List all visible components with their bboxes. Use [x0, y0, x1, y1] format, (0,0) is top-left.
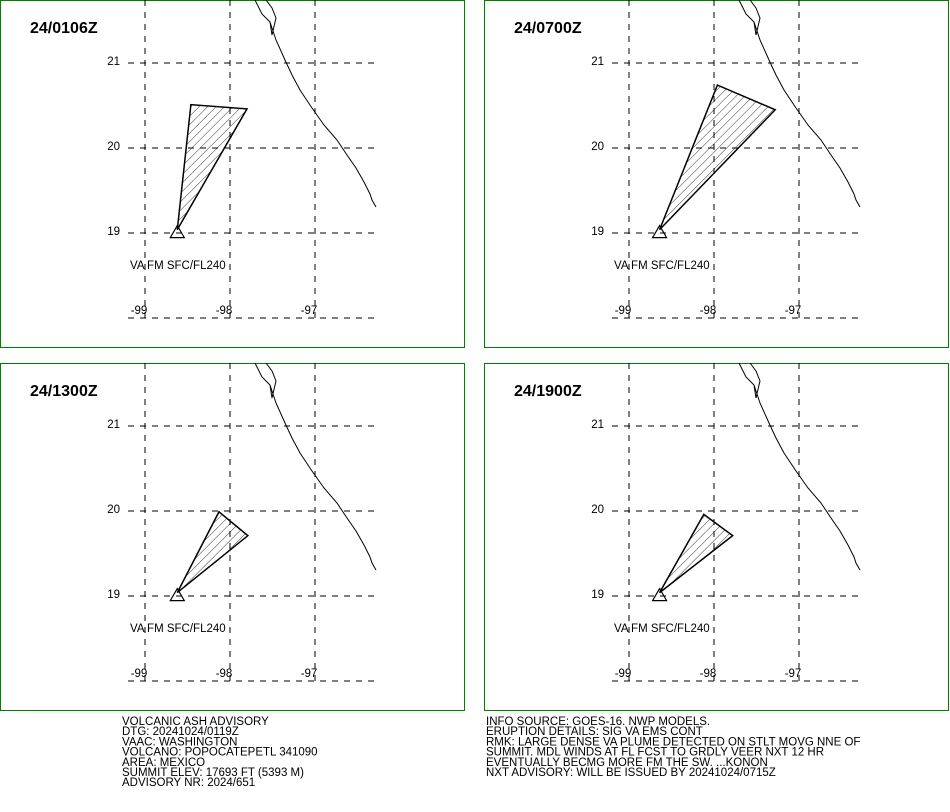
lon-label: -97	[785, 668, 802, 680]
lon-label: -97	[301, 668, 318, 680]
ash-plume	[176, 103, 249, 230]
lat-label: 21	[107, 419, 120, 431]
ash-plume	[658, 513, 734, 594]
advisory-line: VAAC: WASHINGTON	[122, 736, 237, 748]
panel-time: 24/0700Z	[514, 20, 582, 37]
lat-label: 21	[591, 419, 604, 431]
lat-label: 20	[107, 141, 120, 153]
volcano-symbol	[169, 587, 186, 602]
map-panel: 21 20 19 -99 -98 -97 24/0700Z VA FM SFC/FL240	[484, 0, 949, 348]
advisory-line: VOLCANO: POPOCATEPETL 341090	[122, 747, 318, 759]
volcano-symbol	[651, 224, 668, 239]
lon-label: -99	[131, 305, 148, 317]
volcano-symbol	[651, 587, 668, 602]
panel-frame	[484, 0, 949, 348]
lon-label: -98	[216, 305, 233, 317]
panel-time: 24/1300Z	[30, 383, 98, 400]
ash-label: VA FM SFC/FL240	[614, 623, 710, 635]
ash-label: VA FM SFC/FL240	[130, 623, 226, 635]
ash-plume	[658, 84, 777, 231]
lon-label: -98	[216, 668, 233, 680]
volcano-symbol	[169, 224, 186, 239]
advisory-line: DTG: 20241024/0119Z	[122, 726, 239, 738]
advisory-line: VOLCANIC ASH ADVISORY	[122, 716, 269, 728]
advisory-line: RMK: LARGE DENSE VA PLUME DETECTED ON ST…	[486, 736, 860, 748]
map-panel: 21 20 19 -99 -98 -97 24/0106Z VA FM SFC/FL240	[0, 0, 465, 348]
lat-label: 21	[107, 56, 120, 68]
lon-label: -99	[615, 668, 632, 680]
advisory-line: ERUPTION DETAILS: SIG VA EMS CONT	[486, 726, 703, 738]
lat-label: 20	[591, 504, 604, 516]
lat-label: 20	[107, 504, 120, 516]
lon-label: -97	[785, 305, 802, 317]
panel-time: 24/1900Z	[514, 383, 582, 400]
lat-label: 19	[591, 226, 604, 238]
map-panel: 21 20 19 -99 -98 -97 24/1300Z VA FM SFC/FL240	[0, 362, 465, 711]
advisory-line: AREA: MEXICO	[122, 757, 205, 769]
advisory-line: EVENTUALLY BECMG MORE FM THE SW. ...KONO…	[486, 757, 768, 769]
panel-frame	[0, 0, 465, 348]
lat-label: 21	[591, 56, 604, 68]
lon-label: -98	[700, 668, 717, 680]
ash-plume	[176, 510, 250, 594]
advisory-line: SUMMIT. MDL WINDS AT FL FCST TO GRDLY VE…	[486, 747, 824, 759]
ash-label: VA FM SFC/FL240	[614, 260, 710, 272]
lon-label: -97	[301, 305, 318, 317]
advisory-line: INFO SOURCE: GOES-16. NWP MODELS.	[486, 716, 710, 728]
map-panel: 21 20 19 -99 -98 -97 24/1900Z VA FM SFC/FL240	[484, 362, 949, 711]
lat-label: 19	[591, 589, 604, 601]
lon-label: -98	[700, 305, 717, 317]
lat-label: 20	[591, 141, 604, 153]
lon-label: -99	[131, 668, 148, 680]
advisory-line: ADVISORY NR: 2024/651	[122, 777, 255, 789]
ash-label: VA FM SFC/FL240	[130, 260, 226, 272]
panel-time: 24/0106Z	[30, 20, 98, 37]
lat-label: 19	[107, 589, 120, 601]
advisory-line: SUMMIT ELEV: 17693 FT (5393 M)	[122, 767, 304, 779]
lat-label: 19	[107, 226, 120, 238]
lon-label: -99	[615, 305, 632, 317]
advisory-line: NXT ADVISORY: WILL BE ISSUED BY 20241024…	[486, 767, 776, 779]
